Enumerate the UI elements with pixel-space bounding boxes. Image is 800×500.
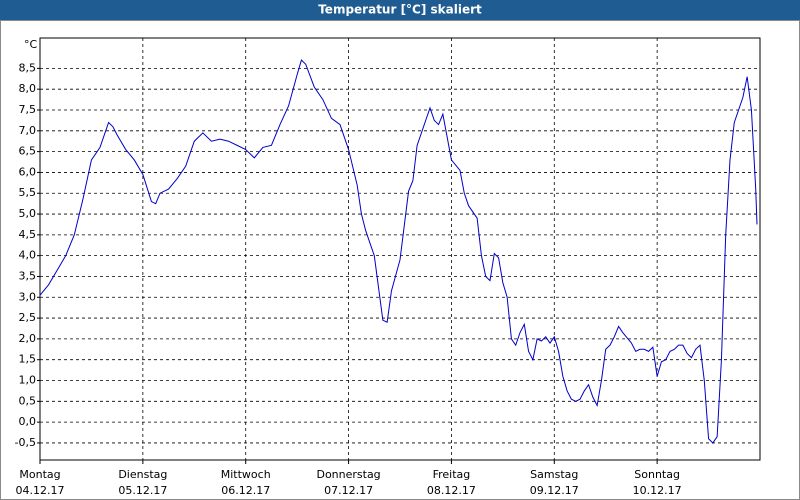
y-tick-label: 4,0 [19,249,37,262]
x-tick-date: 09.12.17 [530,484,579,497]
x-tick-label: Dienstag [118,468,167,481]
y-tick-label: 8,0 [19,82,37,95]
x-tick-label: Samstag [530,468,578,481]
y-tick-label: 5,5 [19,186,37,199]
x-tick-label: Donnerstag [316,468,380,481]
y-tick-label: 0,0 [19,415,37,428]
x-tick-date: 07.12.17 [324,484,373,497]
y-tick-label: 8,5 [19,61,37,74]
y-tick-label: 3,5 [19,269,37,282]
x-tick-label: Sonntag [634,468,680,481]
x-tick-date: 05.12.17 [118,484,167,497]
temperature-line [39,59,758,444]
y-tick-label: 2,5 [19,311,37,324]
x-tick-date: 06.12.17 [221,484,270,497]
y-tick-label: 7,0 [19,124,37,137]
y-tick-label: 2,0 [19,332,37,345]
title-bar [0,0,800,20]
chart-title: Temperatur [°C] skaliert [318,3,482,17]
y-tick-label: 6,5 [19,145,37,158]
y-tick-label: 4,5 [19,228,37,241]
y-tick-label: 3,0 [19,290,37,303]
y-tick-label: 0,5 [19,394,37,407]
y-tick-label: 1,0 [19,374,37,387]
y-tick-label: 7,5 [19,103,37,116]
y-tick-label: -0,5 [15,436,36,449]
x-tick-date: 08.12.17 [427,484,476,497]
x-tick-label: Montag [19,468,60,481]
y-tick-label: 6,0 [19,165,37,178]
x-tick-date: 10.12.17 [633,484,682,497]
y-unit: °C [24,38,38,51]
x-tick-label: Mittwoch [221,468,271,481]
y-tick-label: 5,0 [19,207,37,220]
x-tick-label: Freitag [433,468,471,481]
y-tick-label: 1,5 [19,353,37,366]
plot-frame [39,37,761,461]
x-tick-date: 04.12.17 [16,484,65,497]
